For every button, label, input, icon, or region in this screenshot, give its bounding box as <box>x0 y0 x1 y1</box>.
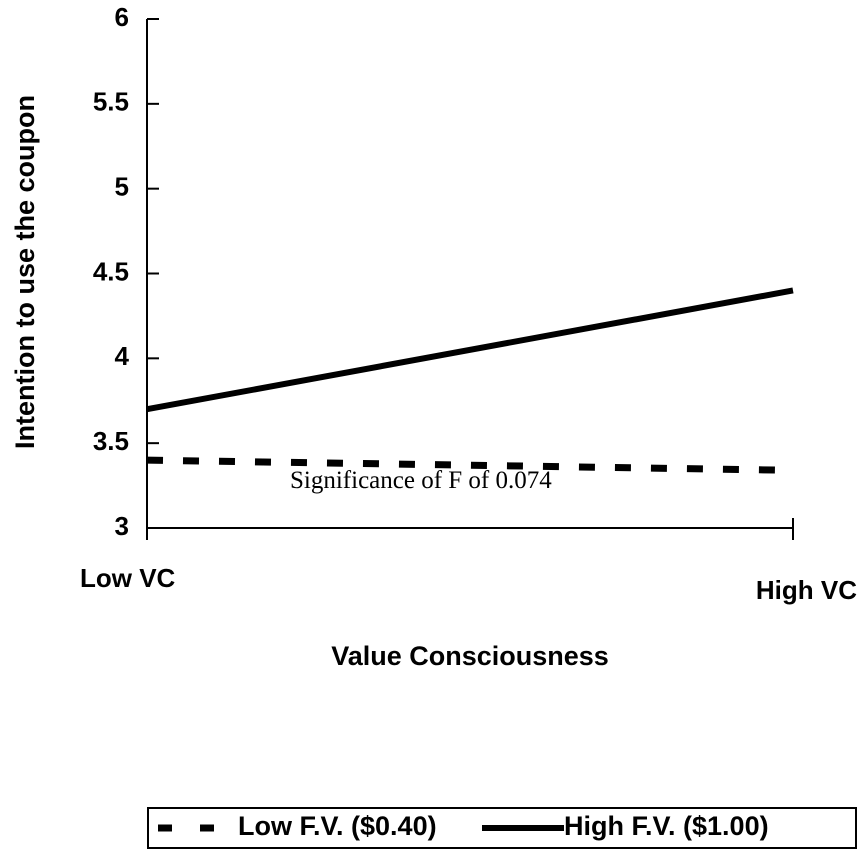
y-axis-title: Intention to use the coupon <box>10 95 40 449</box>
legend-label: Low F.V. ($0.40) <box>238 811 437 841</box>
x-tick-label: Low VC <box>80 563 176 593</box>
x-axis-title: Value Consciousness <box>331 641 609 671</box>
annotation: Significance of F of 0.074 <box>290 467 552 494</box>
y-tick-label: 6 <box>115 2 129 32</box>
legend-label: High F.V. ($1.00) <box>564 811 769 841</box>
legend: Low F.V. ($0.40) High F.V. ($1.00) <box>147 807 857 849</box>
x-tick-label: High VC <box>756 575 857 605</box>
y-tick-label: 4 <box>115 341 130 371</box>
legend-box <box>147 807 857 849</box>
y-tick-label: 4.5 <box>93 256 129 286</box>
y-tick-label: 5 <box>115 172 129 202</box>
y-tick-label: 3.5 <box>93 426 129 456</box>
series-line <box>146 287 794 413</box>
y-tick-label: 3 <box>115 511 129 541</box>
y-tick-label: 5.5 <box>93 87 129 117</box>
